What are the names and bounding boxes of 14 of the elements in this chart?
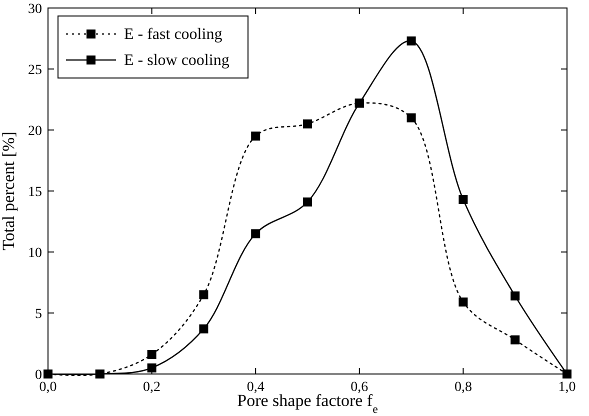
x-tick-label: 0,6 [350, 380, 368, 395]
x-tick-label: 0,4 [246, 380, 264, 395]
y-axis-title: Total percent [%] [0, 132, 18, 250]
x-tick-label: 1,0 [558, 380, 576, 395]
y-tick-label: 0 [35, 368, 42, 383]
y-tick-label: 25 [28, 63, 42, 78]
y-tick-label: 5 [35, 307, 42, 322]
x-tick-label: 0,2 [143, 380, 161, 395]
x-tick-label: 0,0 [39, 380, 57, 395]
x-tick-label: 0,8 [454, 380, 472, 395]
y-tick-label: 15 [28, 185, 42, 200]
y-tick-label: 10 [28, 246, 42, 261]
y-tick-label: 20 [28, 124, 42, 139]
y-tick-label: 30 [28, 2, 42, 17]
